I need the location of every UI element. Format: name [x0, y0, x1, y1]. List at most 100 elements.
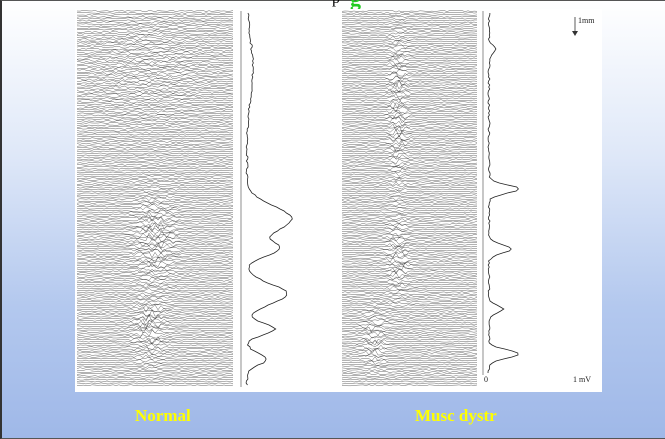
raster-trace	[341, 17, 478, 20]
raster-trace	[76, 108, 234, 111]
raster-trace	[341, 289, 477, 292]
raster-trace	[341, 165, 478, 170]
raster-trace	[341, 281, 478, 286]
raster-trace	[341, 232, 478, 238]
raster-trace	[76, 57, 234, 61]
raster-trace	[341, 75, 477, 80]
raster-trace	[76, 258, 234, 264]
raster-trace	[76, 145, 233, 147]
raster-trace	[341, 181, 478, 186]
raster-trace	[76, 101, 234, 104]
raster-trace	[76, 318, 234, 325]
raster-trace	[342, 71, 478, 77]
raster-trace	[341, 110, 478, 116]
raster-trace	[76, 359, 234, 363]
raster-trace	[341, 203, 477, 207]
raster-trace	[342, 209, 478, 213]
raster-trace	[76, 232, 234, 240]
raster-trace	[76, 141, 234, 143]
raster-trace	[76, 152, 234, 155]
raster-trace	[341, 235, 478, 242]
raster-trace	[341, 145, 478, 152]
raster-trace	[341, 347, 478, 352]
raster-trace	[76, 21, 233, 24]
raster-trace	[341, 174, 478, 178]
raster-trace	[77, 281, 234, 285]
raster-trace	[341, 349, 478, 356]
raster-trace	[76, 80, 234, 83]
raster-trace	[341, 323, 478, 329]
raster-trace	[341, 148, 478, 153]
raster-trace	[76, 30, 233, 33]
raster-trace	[76, 230, 234, 238]
raster-trace	[341, 252, 478, 259]
raster-trace	[76, 127, 234, 130]
raster-trace	[341, 313, 478, 317]
raster-trace	[341, 15, 478, 18]
raster-trace	[341, 248, 478, 255]
caption-normal: Normal	[135, 406, 191, 425]
raster-trace	[76, 374, 233, 377]
raster-trace	[76, 110, 233, 113]
raster-trace	[76, 10, 234, 12]
raster-trace	[341, 339, 478, 345]
raster-trace	[341, 188, 478, 192]
raster-trace	[76, 344, 234, 351]
raster-trace	[76, 102, 234, 106]
raster-trace	[341, 104, 478, 113]
raster-trace	[341, 342, 478, 347]
raster-trace	[76, 182, 234, 186]
raster-trace	[76, 114, 234, 117]
raster-trace	[341, 109, 478, 115]
raster-trace	[76, 23, 234, 26]
raster-trace	[341, 55, 478, 61]
raster-trace	[76, 32, 234, 36]
raster-trace	[76, 177, 234, 180]
raster-trace	[76, 195, 234, 199]
raster-trace	[76, 70, 234, 74]
raster-trace	[76, 28, 234, 32]
raster-trace	[341, 232, 478, 236]
raster-trace	[76, 300, 234, 304]
raster-trace	[341, 23, 478, 26]
raster-trace	[341, 64, 478, 71]
raster-trace	[76, 85, 234, 89]
raster-trace	[76, 320, 234, 329]
raster-trace	[76, 349, 234, 355]
raster-trace	[341, 370, 478, 373]
raster-trace	[76, 222, 233, 229]
raster-trace	[76, 314, 234, 323]
raster-trace	[76, 15, 234, 18]
raster-trace	[341, 244, 478, 252]
raster-trace	[341, 207, 478, 210]
scale-arrow-icon	[572, 31, 578, 36]
raster-trace	[76, 276, 234, 281]
raster-trace	[341, 333, 478, 339]
raster-trace	[341, 214, 478, 218]
raster-trace	[76, 311, 234, 319]
raster-trace	[341, 116, 477, 124]
raster-trace	[76, 43, 234, 47]
raster-trace	[76, 302, 234, 306]
raster-trace	[76, 186, 234, 189]
raster-trace	[76, 211, 234, 217]
raster-trace	[77, 290, 234, 294]
raster-trace	[76, 240, 234, 247]
raster-trace	[76, 93, 234, 96]
axis-zero-label: 0	[484, 375, 488, 384]
raster-trace	[341, 90, 478, 94]
raster-trace	[76, 112, 234, 115]
raster-trace	[342, 62, 477, 67]
raster-trace	[342, 356, 478, 362]
raster-trace	[76, 40, 234, 43]
raster-trace	[76, 256, 234, 264]
raster-trace	[341, 223, 478, 228]
raster-trace	[76, 156, 234, 159]
raster-trace	[76, 214, 234, 222]
raster-trace	[341, 57, 478, 63]
raster-trace	[341, 161, 478, 166]
raster-trace	[76, 267, 234, 272]
raster-trace	[341, 163, 477, 168]
raster-trace	[342, 44, 478, 49]
raster-trace	[341, 177, 478, 182]
